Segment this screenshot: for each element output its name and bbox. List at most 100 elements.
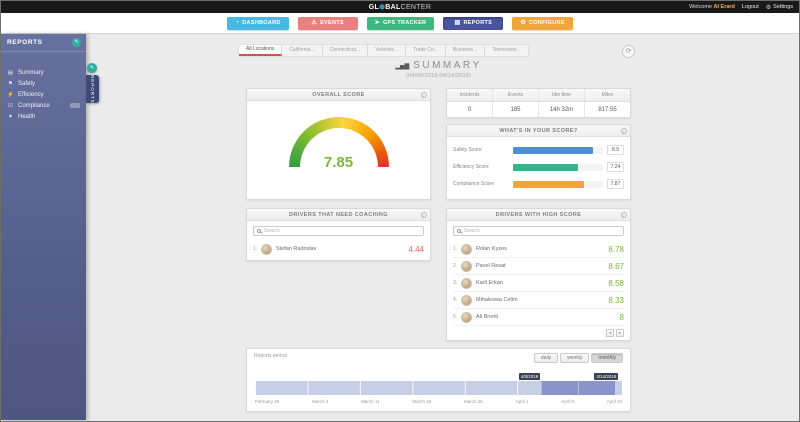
score-row-value: 8.9 — [607, 145, 624, 155]
nav-label: DASHBOARD — [242, 20, 281, 26]
score-bar — [513, 146, 594, 154]
prev-page-button[interactable]: ◄ — [606, 329, 614, 337]
driver-avatar — [261, 243, 272, 255]
sidebar-item-safety[interactable]: ⚑ Safety — [1, 78, 86, 89]
tab-location-6[interactable]: Tennessee... — [492, 47, 521, 53]
info-icon[interactable]: i — [621, 127, 627, 134]
search-input[interactable] — [464, 228, 620, 234]
sidebar-item-summary[interactable]: ▤ Summary — [1, 67, 86, 78]
brand-text-right: CENTER — [400, 4, 432, 11]
tab-location-1[interactable]: California... — [282, 45, 323, 56]
info-icon[interactable]: i — [421, 211, 427, 218]
sidebar-item-label: Compliance — [18, 102, 50, 109]
driver-row[interactable]: 1. Rolan Kyzes 8.78 — [453, 241, 624, 258]
high-score-header: DRIVERS WITH HIGH SCORE i — [447, 209, 630, 221]
high-score-search[interactable] — [453, 226, 624, 236]
card-title: WHAT'S IN YOUR SCORE? — [499, 127, 578, 134]
info-icon[interactable]: i — [621, 211, 627, 218]
driver-name: Rolan Kyzes — [476, 246, 507, 252]
high-score-body: 1. Rolan Kyzes 8.78 2. Pavel Resat 8.67 … — [447, 221, 630, 341]
tick-label: March 4 — [312, 399, 329, 404]
score-bar-track — [513, 180, 603, 188]
next-page-button[interactable]: ► — [616, 329, 624, 337]
driver-index: 1. — [453, 246, 458, 252]
driver-avatar — [461, 260, 472, 272]
tab-location-3[interactable]: Vehicles... — [368, 45, 407, 56]
topbar: GL⊕BALCENTER Welcome Al Erard Logout ⚙ Se… — [1, 1, 799, 13]
tick-label: March 18 — [412, 399, 432, 404]
score-row-compliance: Compliance Score 7.87 — [453, 179, 624, 189]
tick-label: April 8 — [561, 399, 574, 404]
score-breakdown-body: Safety Score 8.9 Efficiency Score 7.24 C… — [447, 137, 630, 200]
driver-score: 8.33 — [608, 295, 624, 305]
score-bar-track — [513, 163, 603, 171]
nav-configure-button[interactable]: ⚙ CONFIGURE — [512, 16, 573, 30]
tab-all-locations[interactable]: All Locations — [239, 45, 283, 56]
driver-score: 8.67 — [608, 261, 624, 271]
sidebar-item-efficiency[interactable]: ⚡ Efficiency — [1, 89, 86, 100]
page-title-text: SUMMARY — [413, 60, 482, 71]
daily-button[interactable]: daily — [533, 353, 559, 363]
flyout-tab[interactable]: REPORTS — [86, 75, 99, 103]
tab-location-5[interactable]: Business... — [446, 45, 486, 56]
timeline-selection[interactable] — [541, 381, 615, 395]
overall-score-value: 7.85 — [323, 154, 354, 171]
nav-gps-tracker-button[interactable]: ➤ GPS TRACKER — [366, 16, 435, 30]
reports-badge-icon[interactable]: ✎ — [72, 38, 81, 47]
driver-avatar — [461, 277, 472, 289]
coaching-body: 1. Stefan Radoslav 4.44 — [247, 221, 430, 261]
sidebar-item-health[interactable]: ♥ Health — [1, 111, 86, 122]
coaching-search[interactable] — [253, 226, 424, 236]
reports-period-label: Reports period — [254, 353, 287, 359]
weekly-button[interactable]: weekly — [560, 353, 590, 363]
stat-value-idle-time: 14h 32m — [539, 102, 585, 117]
username: Al Erard — [713, 4, 735, 10]
card-title: OVERALL SCORE — [312, 91, 365, 98]
monthly-button[interactable]: monthly — [591, 353, 623, 363]
reports-flyout-icon: ✎ — [87, 63, 97, 73]
logout-link[interactable]: Logout — [741, 4, 759, 10]
tick-label: April 15 — [606, 399, 622, 404]
nav-label: GPS TRACKER — [382, 20, 427, 26]
timeline-track[interactable]: 4/8/2018 4/14/2018 — [255, 373, 622, 395]
tab-location-4[interactable]: Trade Co... — [406, 45, 446, 56]
user-area: Welcome Al Erard Logout ⚙ Settings — [689, 4, 793, 11]
settings-label: Settings — [773, 4, 793, 10]
driver-index: 4. — [453, 297, 458, 303]
globe-icon: ⊕ — [379, 4, 386, 11]
driver-row[interactable]: 3. Karli Erkan 8.58 — [453, 275, 624, 292]
page-title-block: ▂▅▇ SUMMARY (04/08/2018-04/14/2018) — [246, 60, 631, 79]
brand-text-left: GL — [368, 4, 380, 11]
search-icon — [257, 229, 261, 233]
tab-location-2[interactable]: Connecticut... — [323, 45, 369, 56]
nav-reports-button[interactable]: ▤ REPORTS — [443, 16, 504, 30]
welcome-prefix: Welcome — [689, 4, 712, 10]
overall-score-header: OVERALL SCORE i — [247, 89, 430, 101]
card-title: DRIVERS THAT NEED COACHING — [289, 211, 388, 218]
driver-score: 4.44 — [408, 244, 424, 254]
sidebar-flyout[interactable]: ✎ REPORTS — [85, 63, 99, 103]
score-row-label: Compliance Score — [453, 181, 494, 187]
info-icon[interactable]: i — [421, 91, 427, 98]
sidebar-item-compliance[interactable]: ☑ Compliance — [1, 100, 86, 111]
driver-row[interactable]: 1. Stefan Radoslav 4.44 — [253, 241, 424, 257]
period-buttons: daily weekly monthly — [533, 353, 623, 363]
nav-dashboard-button[interactable]: ◔ DASHBOARD — [227, 16, 289, 30]
driver-row[interactable]: 2. Pavel Resat 8.67 — [453, 258, 624, 275]
settings-link[interactable]: ⚙ Settings — [766, 4, 793, 11]
refresh-button[interactable]: ⟳ — [622, 45, 635, 58]
gear-icon: ⚙ — [765, 4, 772, 11]
search-input[interactable] — [264, 228, 420, 234]
driver-row[interactable]: 4. Mihaleswa Celim 8.33 — [453, 292, 624, 309]
tick-label: March 11 — [361, 399, 380, 404]
nav-events-button[interactable]: ⚠ EVENTS — [297, 16, 358, 30]
heart-icon: ♥ — [8, 113, 13, 120]
driver-score: 8.78 — [608, 244, 624, 254]
driver-index: 2. — [453, 263, 458, 269]
stat-label-events: Events — [493, 89, 539, 101]
range-end-tag: 4/14/2018 — [594, 373, 619, 380]
driver-row[interactable]: 5. Ali Bronti 8 — [453, 309, 624, 326]
stats-value-row: 0 185 14h 32m 817.55 — [447, 102, 630, 117]
driver-name: Karli Erkan — [476, 280, 503, 286]
driver-avatar — [461, 243, 472, 255]
